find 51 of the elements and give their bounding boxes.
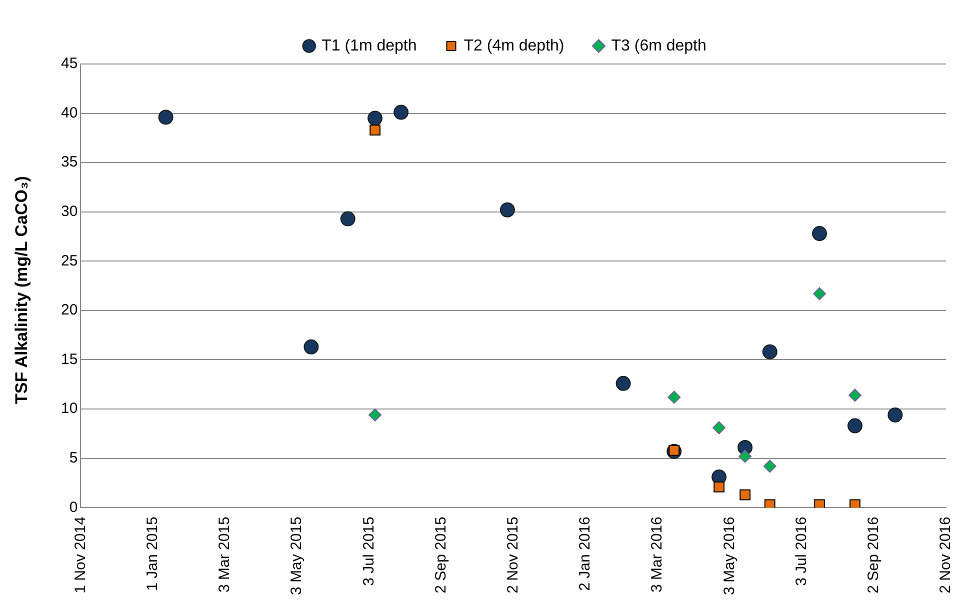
x-tick-label: 1 Nov 2014 [72,516,89,594]
point [740,489,750,500]
x-tick-label: 2 Nov 2016 [937,516,954,594]
point [304,339,319,354]
x-tick-label: 2 Nov 2015 [504,516,522,594]
y-tick-label: 15 [60,350,78,368]
y-tick-label: 20 [60,302,78,319]
x-tick-label: 3 Mar 2015 [216,516,234,593]
x-tick-label: 3 Jul 2016 [792,516,810,586]
point [738,450,752,463]
point [500,202,515,218]
point [762,344,778,360]
point [370,124,380,136]
y-axis-title: TSF Alkalinity (mg/L CaCO₃) [12,176,32,404]
x-tick-label: 1 Jan 2015 [144,516,161,591]
y-tick-label: 0 [69,498,78,516]
x-tick-label: 3 May 2016 [720,516,738,596]
y-tick-label: 45 [60,55,78,72]
point [850,499,860,508]
point [888,407,903,422]
point [712,421,726,434]
point [394,104,409,120]
point [847,418,862,434]
x-tick-label: 2 Sep 2015 [432,516,450,594]
point [158,110,174,125]
point [668,390,681,404]
x-tick-label: 3 Mar 2016 [648,516,666,593]
x-tick-label: 2 Jan 2016 [576,516,594,591]
y-tick-label: 5 [69,449,78,466]
x-tick-label: 3 May 2015 [288,516,306,596]
x-tick-label: 2 Sep 2016 [865,516,882,594]
point [814,499,825,508]
point [368,110,383,126]
legend-label: T1 (1m depth [322,37,417,54]
point [812,226,828,242]
y-tick-label: 35 [60,154,78,171]
point [616,376,631,391]
point [714,481,724,492]
point [764,499,776,508]
point [763,460,776,473]
y-tick-label: 40 [60,104,78,122]
y-tick-label: 30 [60,203,78,220]
legend-label: T2 (4m depth) [464,37,564,54]
y-tick-label: 25 [60,252,78,270]
point [340,211,356,226]
y-tick-label: 10 [60,400,78,418]
point [848,388,862,402]
legend-label: T3 (6m depth [611,37,706,54]
x-tick-label: 3 Jul 2015 [360,516,378,586]
point [368,408,382,422]
point [813,287,826,300]
